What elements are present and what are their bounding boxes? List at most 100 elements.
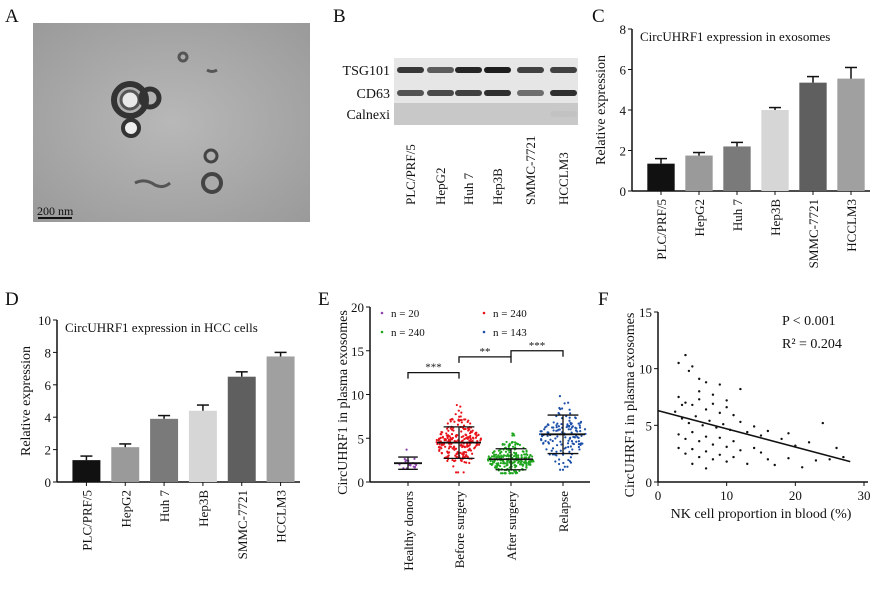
data-point: [732, 440, 735, 443]
blot-band: [427, 90, 454, 96]
data-point: [773, 463, 776, 467]
data-point: [577, 443, 581, 446]
tem-image: 200 nm: [33, 23, 310, 222]
y-tick-label: 10: [38, 313, 51, 328]
data-point: [556, 422, 559, 425]
data-point: [508, 472, 511, 475]
data-point: [460, 430, 463, 433]
data-point: [405, 459, 408, 462]
x-tick-label: After surgery: [504, 491, 519, 561]
x-tick-label: HepG2: [692, 199, 707, 237]
data-point: [447, 429, 450, 432]
data-point: [468, 444, 471, 447]
data-point: [547, 442, 551, 445]
data-point: [551, 439, 554, 443]
data-point: [698, 440, 701, 443]
data-point: [544, 439, 547, 443]
data-point: [558, 458, 561, 461]
data-point: [691, 365, 694, 368]
chart-title: CircUHRF1 expression in exosomes: [640, 29, 830, 44]
data-point: [505, 440, 508, 444]
panel-label-f: F: [598, 289, 609, 310]
data-point: [448, 435, 451, 438]
data-point: [529, 453, 532, 457]
y-tick-label: 4: [620, 103, 627, 118]
y-tick-label: 5: [646, 418, 653, 433]
data-point: [517, 460, 521, 463]
data-point: [493, 459, 496, 463]
data-point: [469, 422, 472, 425]
data-point: [438, 449, 441, 452]
blot-band: [484, 67, 511, 73]
data-point: [746, 462, 749, 466]
data-point: [557, 425, 560, 428]
data-point: [580, 442, 583, 445]
data-point: [464, 437, 468, 440]
data-point: [451, 436, 454, 440]
blot-band: [455, 67, 482, 73]
blot-band: [455, 90, 482, 96]
data-point: [673, 410, 677, 413]
data-point: [502, 454, 505, 457]
significance-label: **: [480, 346, 491, 358]
panel-label-a: A: [5, 6, 19, 27]
data-point: [814, 459, 818, 462]
data-point: [506, 459, 509, 463]
data-point: [554, 437, 557, 440]
y-tick-label: 2: [45, 443, 52, 458]
data-point: [495, 466, 498, 469]
data-point: [515, 452, 518, 455]
data-point: [711, 458, 715, 461]
data-point: [746, 430, 749, 434]
data-point: [583, 428, 587, 431]
data-point: [491, 460, 495, 463]
data-point: [469, 430, 473, 433]
data-point: [518, 463, 522, 466]
data-point: [497, 454, 500, 457]
y-tick-label: 2: [620, 144, 627, 159]
data-point: [563, 465, 566, 468]
data-point: [725, 460, 728, 463]
data-point: [452, 465, 455, 468]
data-point: [566, 424, 569, 427]
data-point: [449, 420, 452, 423]
data-point: [680, 417, 684, 420]
data-point: [413, 457, 416, 460]
data-point: [552, 421, 555, 424]
data-point: [718, 436, 721, 439]
regression-line: [657, 409, 851, 463]
data-point: [498, 455, 501, 459]
data-point: [572, 442, 575, 446]
data-point: [523, 453, 526, 456]
stat-annotation: R² = 0.204: [782, 337, 842, 352]
data-point: [545, 448, 548, 451]
data-point: [515, 454, 518, 457]
data-point: [677, 446, 680, 450]
data-point: [506, 454, 509, 457]
data-point: [579, 421, 582, 424]
lane-label: HepG2: [433, 167, 448, 205]
lane-label: Huh 7: [461, 172, 476, 205]
data-point: [711, 393, 715, 396]
bar: [761, 110, 789, 191]
blot-band: [397, 90, 424, 96]
data-point: [546, 431, 549, 434]
data-point: [787, 432, 790, 435]
data-point: [711, 402, 715, 405]
data-point: [471, 439, 474, 443]
data-point: [559, 468, 562, 471]
data-point: [527, 456, 530, 459]
data-point: [556, 444, 559, 447]
data-point: [490, 455, 493, 458]
data-point: [732, 455, 735, 459]
x-axis-label: NK cell proportion in blood (%): [671, 507, 852, 522]
data-point: [739, 387, 742, 391]
data-point: [704, 408, 708, 411]
chart-f: 0 5 10 15 0 10 20 30 NK cell proportion in blood…: [623, 305, 871, 522]
lane-label: HCCLM3: [556, 152, 571, 205]
significance-label: ***: [529, 340, 546, 352]
y-axis-label: Relative expression: [594, 55, 609, 165]
data-point: [468, 461, 471, 465]
data-point: [725, 406, 728, 409]
x-tick-label: PLC/PRF/5: [79, 490, 94, 551]
